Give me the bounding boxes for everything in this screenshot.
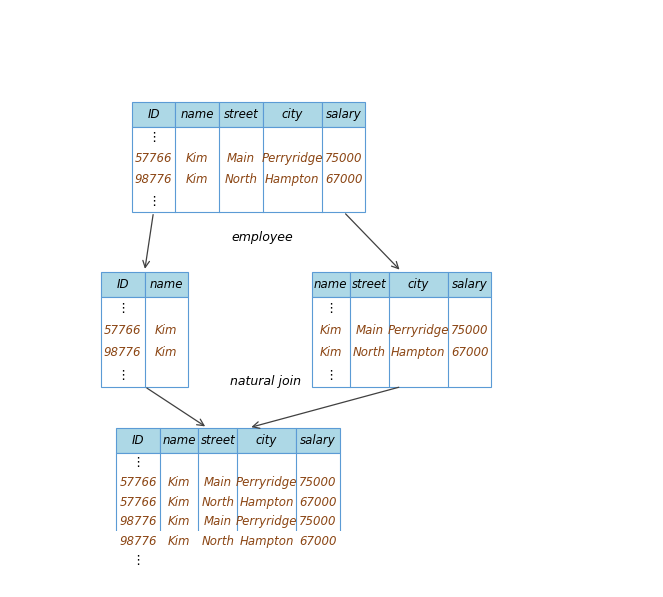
Text: city: city: [256, 434, 277, 447]
Text: Hampton: Hampton: [239, 534, 294, 547]
Bar: [116, 428, 160, 453]
Text: Main: Main: [204, 476, 232, 489]
Text: ⋮: ⋮: [147, 131, 160, 144]
Text: natural join: natural join: [230, 376, 301, 389]
Bar: [160, 428, 198, 453]
Bar: [198, 428, 237, 453]
Bar: [350, 272, 389, 297]
Text: 98776: 98776: [104, 346, 141, 359]
Text: Kim: Kim: [168, 496, 190, 509]
Text: Kim: Kim: [168, 515, 190, 528]
Bar: [101, 272, 145, 297]
Text: 67000: 67000: [299, 496, 337, 509]
Bar: [389, 272, 448, 297]
Text: ⋮: ⋮: [324, 301, 337, 315]
Text: Kim: Kim: [320, 324, 342, 337]
Text: 75000: 75000: [325, 152, 363, 165]
Text: 67000: 67000: [451, 346, 488, 359]
Text: Kim: Kim: [168, 476, 190, 489]
Text: Perryridge: Perryridge: [261, 152, 323, 165]
Text: Main: Main: [227, 152, 255, 165]
Text: name: name: [150, 278, 183, 291]
Text: Perryridge: Perryridge: [387, 324, 449, 337]
Text: name: name: [180, 107, 214, 121]
Bar: [132, 127, 365, 212]
Text: ID: ID: [117, 278, 129, 291]
Bar: [448, 272, 491, 297]
Text: salary: salary: [452, 278, 487, 291]
Text: Hampton: Hampton: [265, 174, 320, 186]
Text: ⋮: ⋮: [131, 457, 145, 469]
Text: employee: employee: [232, 230, 294, 244]
Text: 75000: 75000: [451, 324, 488, 337]
Text: Perryridge: Perryridge: [236, 515, 297, 528]
Text: street: street: [223, 107, 259, 121]
Text: 57766: 57766: [104, 324, 141, 337]
Text: Kim: Kim: [155, 324, 178, 337]
Text: Kim: Kim: [168, 534, 190, 547]
Bar: [263, 101, 322, 127]
Text: ID: ID: [147, 107, 160, 121]
Text: Kim: Kim: [186, 174, 208, 186]
Text: ⋮: ⋮: [116, 301, 129, 315]
Bar: [322, 101, 365, 127]
Text: Hampton: Hampton: [239, 496, 294, 509]
Text: 67000: 67000: [299, 534, 337, 547]
Text: Kim: Kim: [320, 346, 342, 359]
Text: ⋮: ⋮: [324, 369, 337, 382]
Text: 75000: 75000: [299, 515, 337, 528]
Text: Perryridge: Perryridge: [236, 476, 297, 489]
Bar: [145, 272, 188, 297]
Text: 75000: 75000: [299, 476, 337, 489]
Text: city: city: [282, 107, 303, 121]
Text: salary: salary: [326, 107, 361, 121]
Text: Kim: Kim: [155, 346, 178, 359]
Bar: [312, 297, 491, 386]
Text: 57766: 57766: [135, 152, 172, 165]
Text: name: name: [314, 278, 347, 291]
Text: street: street: [200, 434, 235, 447]
Text: Main: Main: [355, 324, 383, 337]
Text: 57766: 57766: [119, 476, 157, 489]
Text: 98776: 98776: [119, 534, 157, 547]
Text: North: North: [202, 496, 234, 509]
Text: ⋮: ⋮: [116, 369, 129, 382]
Bar: [296, 428, 340, 453]
Text: salary: salary: [300, 434, 336, 447]
Text: Hampton: Hampton: [391, 346, 446, 359]
Text: city: city: [408, 278, 429, 291]
Text: 57766: 57766: [119, 496, 157, 509]
Bar: [219, 101, 263, 127]
Text: ⋮: ⋮: [131, 554, 145, 567]
Text: Main: Main: [204, 515, 232, 528]
Bar: [116, 453, 340, 570]
Text: 67000: 67000: [325, 174, 363, 186]
Text: North: North: [224, 174, 257, 186]
Bar: [132, 101, 175, 127]
Bar: [237, 428, 296, 453]
Bar: [101, 297, 188, 386]
Text: street: street: [352, 278, 387, 291]
Text: ⋮: ⋮: [147, 195, 160, 208]
Text: ID: ID: [132, 434, 145, 447]
Bar: [312, 272, 350, 297]
Text: North: North: [353, 346, 386, 359]
Text: North: North: [202, 534, 234, 547]
Text: name: name: [162, 434, 196, 447]
Bar: [175, 101, 219, 127]
Text: 98776: 98776: [135, 174, 172, 186]
Text: 98776: 98776: [119, 515, 157, 528]
Text: Kim: Kim: [186, 152, 208, 165]
